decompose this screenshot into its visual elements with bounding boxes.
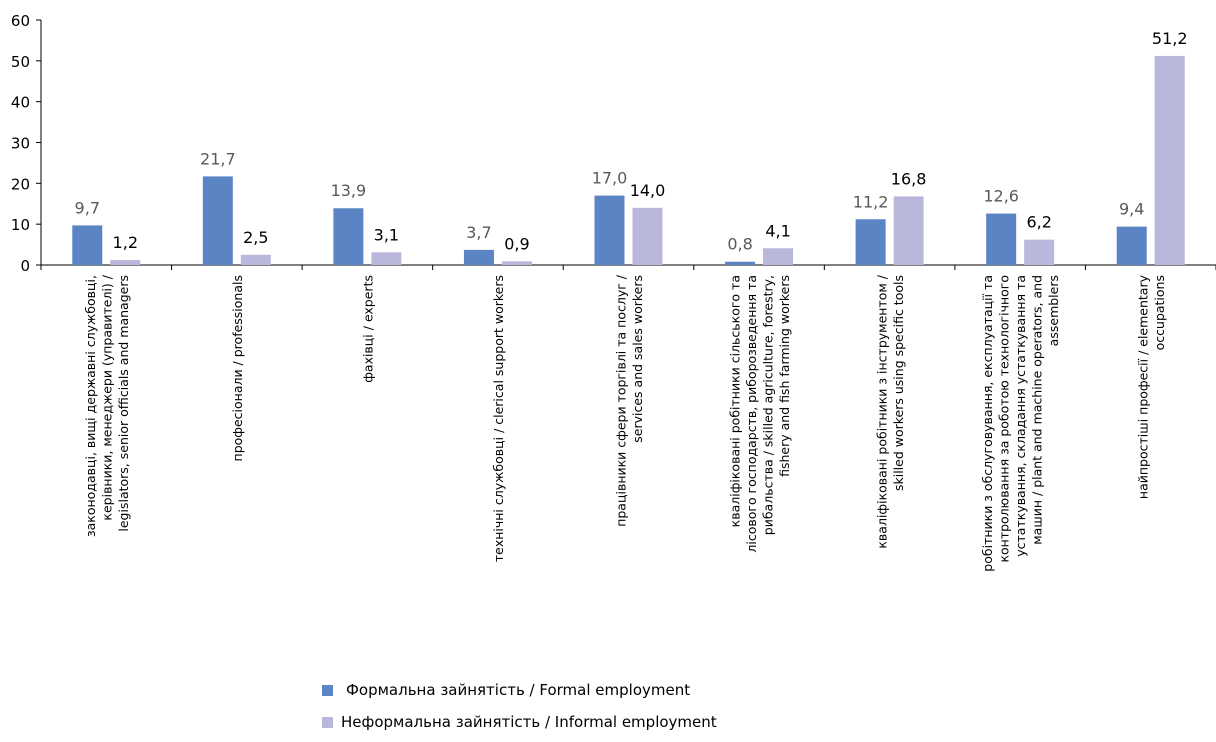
- x-category-label-line: устаткування, складання устаткування та: [1013, 275, 1028, 557]
- bar-informal: [501, 261, 532, 265]
- x-category-label-line: assemblers: [1046, 275, 1061, 346]
- data-label-formal: 21,7: [200, 149, 236, 168]
- legend-label-formal: Формальна зайнятість / Formal employment: [346, 681, 691, 699]
- legend-label-informal: Неформальна зайнятість / Informal employ…: [341, 713, 717, 731]
- bar-formal: [463, 249, 494, 265]
- x-category-label: законодавці, вищі державні службовці, кер…: [83, 274, 131, 537]
- x-category-label-line: контролювання за роботою технологічного: [997, 275, 1012, 563]
- bar-chart: 0 10 20 30 40 50 60 9,7 1,2 законодавці, вищі дер…: [11, 12, 1216, 572]
- x-category-label: технічні службовці / clerical support wo…: [491, 275, 506, 562]
- data-label-informal: 2,5: [243, 228, 268, 247]
- data-label-formal: 13,9: [331, 181, 367, 200]
- bar-formal: [72, 225, 103, 265]
- legend-swatch-formal: [322, 684, 333, 696]
- bar-formal: [855, 219, 886, 265]
- legend-item-informal: Неформальна зайнятість / Informal employ…: [322, 710, 717, 734]
- bar-informal: [1024, 239, 1055, 265]
- x-category-label: найпростіші професії / elementary occupat…: [1135, 274, 1167, 499]
- x-category-label: професіонали / professionals: [230, 275, 245, 461]
- x-category-label-line: машин / plant and machine operators, and: [1030, 275, 1045, 545]
- x-category-label-line: skilled workers using specific tools: [891, 275, 906, 491]
- data-label-formal: 17,0: [592, 169, 628, 188]
- x-category-label-line: кваліфіковані робітники з інструментом /: [874, 274, 889, 548]
- data-label-formal: 0,8: [727, 235, 752, 254]
- x-category-label-line: кваліфіковані робітники сільського та: [727, 275, 742, 527]
- x-category-label: фахівці / experts: [360, 275, 375, 383]
- data-label-informal: 1,2: [113, 233, 138, 252]
- data-label-informal: 6,2: [1026, 213, 1051, 232]
- x-category-label-line: occupations: [1152, 275, 1167, 350]
- x-category-label-line: services and sales workers: [630, 275, 645, 443]
- x-category-label-line: найпростіші професії / elementary: [1135, 274, 1150, 499]
- data-label-informal: 14,0: [630, 181, 666, 200]
- bar-informal: [1154, 55, 1185, 265]
- data-label-formal: 11,2: [853, 192, 889, 211]
- x-category-label-line: fishery and fish farming workers: [777, 275, 792, 477]
- x-category-label-line: рибальства / skilled agriculture, forest…: [760, 275, 775, 535]
- y-tick-label: 50: [11, 53, 30, 71]
- data-label-informal: 3,1: [374, 225, 399, 244]
- y-tick-label: 10: [11, 216, 30, 234]
- bar-formal: [202, 176, 233, 265]
- x-category-label-line: фахівці / experts: [360, 275, 375, 383]
- bar-informal: [110, 260, 141, 265]
- x-category-label-line: технічні службовці / clerical support wo…: [491, 275, 506, 562]
- x-category-label-line: керівники, менеджери (управителі) /: [99, 274, 114, 520]
- y-tick-label: 0: [20, 257, 30, 275]
- x-category-label-line: лісового господарств, риборозведення та: [744, 275, 759, 553]
- y-tick-label: 60: [11, 12, 30, 30]
- bar-informal: [240, 254, 271, 265]
- x-category-label-line: професіонали / professionals: [230, 275, 245, 461]
- x-category-label-line: legislators, senior officials and manage…: [116, 275, 131, 532]
- bar-formal: [986, 213, 1017, 265]
- data-label-informal: 16,8: [891, 169, 927, 188]
- bar-informal: [893, 196, 924, 265]
- legend-item-formal: Формальна зайнятість / Formal employment: [322, 678, 717, 702]
- legend: Формальна зайнятість / Formal employment…: [322, 678, 717, 742]
- x-category-label: кваліфіковані робітники з інструментом /…: [874, 274, 906, 548]
- x-category-label-line: законодавці, вищі державні службовці,: [83, 275, 98, 537]
- data-label-formal: 9,4: [1119, 200, 1144, 219]
- bar-informal: [763, 248, 794, 265]
- data-label-formal: 9,7: [75, 198, 100, 217]
- x-category-label: працівники сфери торгівлі та послуг / ser…: [613, 274, 645, 527]
- x-category-label: робітники з обслуговування, експлуатації…: [980, 275, 1061, 572]
- legend-swatch-informal: [322, 716, 333, 728]
- bar-informal: [371, 252, 402, 265]
- data-label-formal: 3,7: [466, 223, 491, 242]
- data-label-informal: 4,1: [765, 221, 790, 240]
- x-category-label: кваліфіковані робітники сільського та ліс…: [727, 275, 792, 553]
- y-tick-label: 30: [11, 135, 30, 153]
- x-category-label-line: працівники сфери торгівлі та послуг /: [613, 274, 628, 527]
- bar-formal: [594, 195, 625, 265]
- data-label-informal: 51,2: [1152, 29, 1188, 48]
- bar-informal: [632, 207, 663, 265]
- bar-formal: [1116, 226, 1147, 265]
- x-category-label-line: робітники з обслуговування, експлуатації…: [980, 275, 995, 572]
- data-label-informal: 0,9: [504, 234, 529, 253]
- bar-formal: [725, 261, 756, 265]
- data-label-formal: 12,6: [983, 187, 1019, 206]
- bar-formal: [333, 208, 364, 265]
- y-tick-label: 20: [11, 175, 30, 193]
- y-tick-label: 40: [11, 94, 30, 112]
